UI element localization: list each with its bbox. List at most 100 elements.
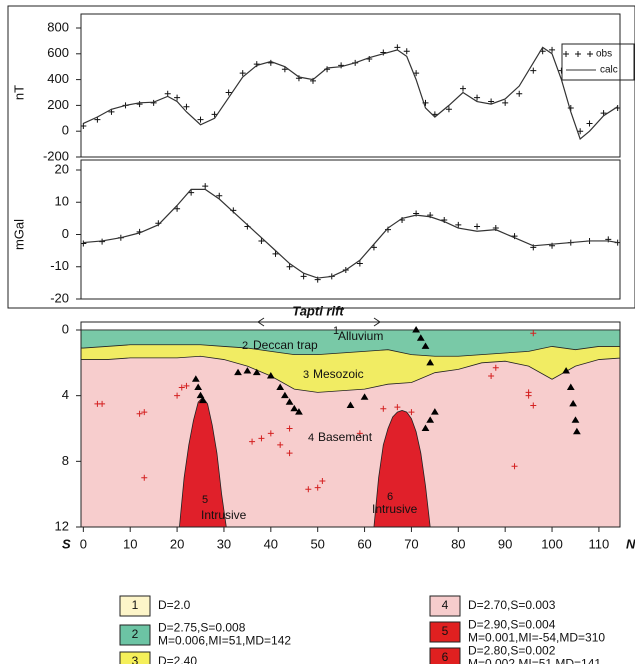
y-tick-label: 10 — [55, 194, 69, 209]
euler-solution — [295, 408, 303, 415]
euler-solution — [562, 367, 570, 374]
obs-point — [445, 106, 452, 113]
plot-area — [81, 44, 620, 140]
y-tick-label: 12 — [55, 518, 69, 533]
obs-point — [239, 70, 246, 77]
legend-text: D=2.80,S=0.002 — [468, 644, 556, 658]
legend-number: 2 — [132, 627, 139, 641]
euler-solution — [416, 334, 425, 341]
section-label: 4 — [308, 432, 314, 444]
section-label: Alluvium — [338, 329, 383, 343]
euler-solution — [290, 404, 299, 412]
y-tick-label: 400 — [47, 71, 69, 86]
calc-line — [83, 188, 618, 279]
legend-number: 3 — [132, 654, 139, 664]
euler-solution — [530, 330, 537, 337]
legend-swatch — [429, 621, 461, 643]
euler-solution — [243, 367, 252, 374]
euler-solution — [525, 389, 532, 396]
obs-point — [380, 49, 387, 56]
plot-area — [81, 183, 620, 283]
plot-area — [81, 326, 620, 527]
obs-point — [474, 223, 481, 230]
euler-solution — [314, 484, 321, 491]
y-tick-label: 0 — [62, 123, 69, 138]
layer — [81, 329, 620, 357]
euler-solution — [178, 384, 185, 391]
section-label: 1 — [333, 325, 339, 337]
euler-solution — [572, 427, 581, 435]
section-label: Deccan trap — [253, 338, 318, 352]
euler-solution — [394, 404, 401, 411]
legend-box — [561, 43, 635, 81]
x-tick-label: 20 — [170, 536, 184, 551]
euler-solution — [141, 474, 148, 481]
obs-point — [403, 48, 410, 55]
x-tick-label: 90 — [498, 536, 512, 551]
obs-point — [370, 244, 377, 251]
obs-point — [136, 101, 143, 108]
legend-text: D=2.70,S=0.003 — [468, 598, 556, 612]
legend-number: 4 — [442, 598, 449, 612]
legend-text: M=0.006,MI=51,MD=142 — [158, 634, 291, 648]
y-axis-label: mGal — [11, 219, 26, 250]
y-tick-label: -10 — [50, 258, 69, 273]
legend-swatch — [119, 595, 151, 617]
euler-solution — [99, 400, 106, 407]
euler-solution — [141, 409, 148, 416]
legend-symbol — [587, 51, 593, 57]
euler-solution — [267, 430, 274, 437]
intrusive-body — [373, 410, 431, 527]
section-label: Intrusive — [372, 502, 418, 516]
x-tick-label: 50 — [310, 536, 324, 551]
y-tick-label: 0 — [62, 321, 69, 336]
euler-solution — [360, 393, 369, 400]
obs-point — [183, 103, 190, 110]
euler-solution — [266, 371, 275, 379]
x-tick-label: 40 — [264, 536, 278, 551]
obs-point — [272, 250, 279, 257]
euler-solution — [174, 392, 181, 399]
euler-solution — [492, 364, 499, 371]
euler-solution — [305, 486, 312, 493]
plot-frame — [80, 321, 621, 528]
legend-number: 1 — [132, 598, 139, 612]
y-tick-label: 200 — [47, 97, 69, 112]
obs-point — [188, 189, 195, 196]
x-tick-label: 10 — [123, 536, 137, 551]
euler-solution — [136, 410, 143, 417]
top-frame — [7, 5, 635, 309]
y-tick-label: -20 — [50, 290, 69, 305]
section-label: 5 — [202, 494, 208, 506]
euler-solution — [488, 372, 495, 379]
obs-point — [356, 260, 363, 267]
legend-symbol — [575, 51, 581, 57]
euler-solution — [426, 358, 435, 366]
x-tick-label: 30 — [217, 536, 231, 551]
obs-point — [516, 90, 523, 97]
euler-solution — [277, 441, 284, 448]
obs-point — [216, 192, 223, 199]
section-label: Mesozoic — [313, 367, 364, 381]
x-tick-label: 70 — [404, 536, 418, 551]
obs-point — [459, 85, 466, 92]
euler-solution — [426, 416, 435, 423]
euler-solution — [380, 405, 387, 412]
legend-swatch — [429, 595, 461, 617]
euler-solution — [430, 408, 439, 415]
obs-point — [253, 61, 260, 68]
legend-number: 5 — [442, 624, 449, 638]
obs-point — [338, 62, 345, 69]
y-tick-label: 4 — [62, 387, 69, 402]
legend-text: D=2.40 — [158, 654, 197, 664]
euler-solution — [258, 435, 265, 442]
obs-point — [586, 120, 593, 127]
legend-label: obs — [596, 49, 612, 60]
euler-solution — [183, 382, 190, 389]
legend-symbol — [563, 51, 569, 57]
euler-solution — [198, 396, 207, 404]
obs-point — [502, 99, 509, 106]
obs-point — [300, 273, 307, 280]
section-label: 3 — [303, 369, 309, 381]
euler-solution — [412, 326, 421, 333]
